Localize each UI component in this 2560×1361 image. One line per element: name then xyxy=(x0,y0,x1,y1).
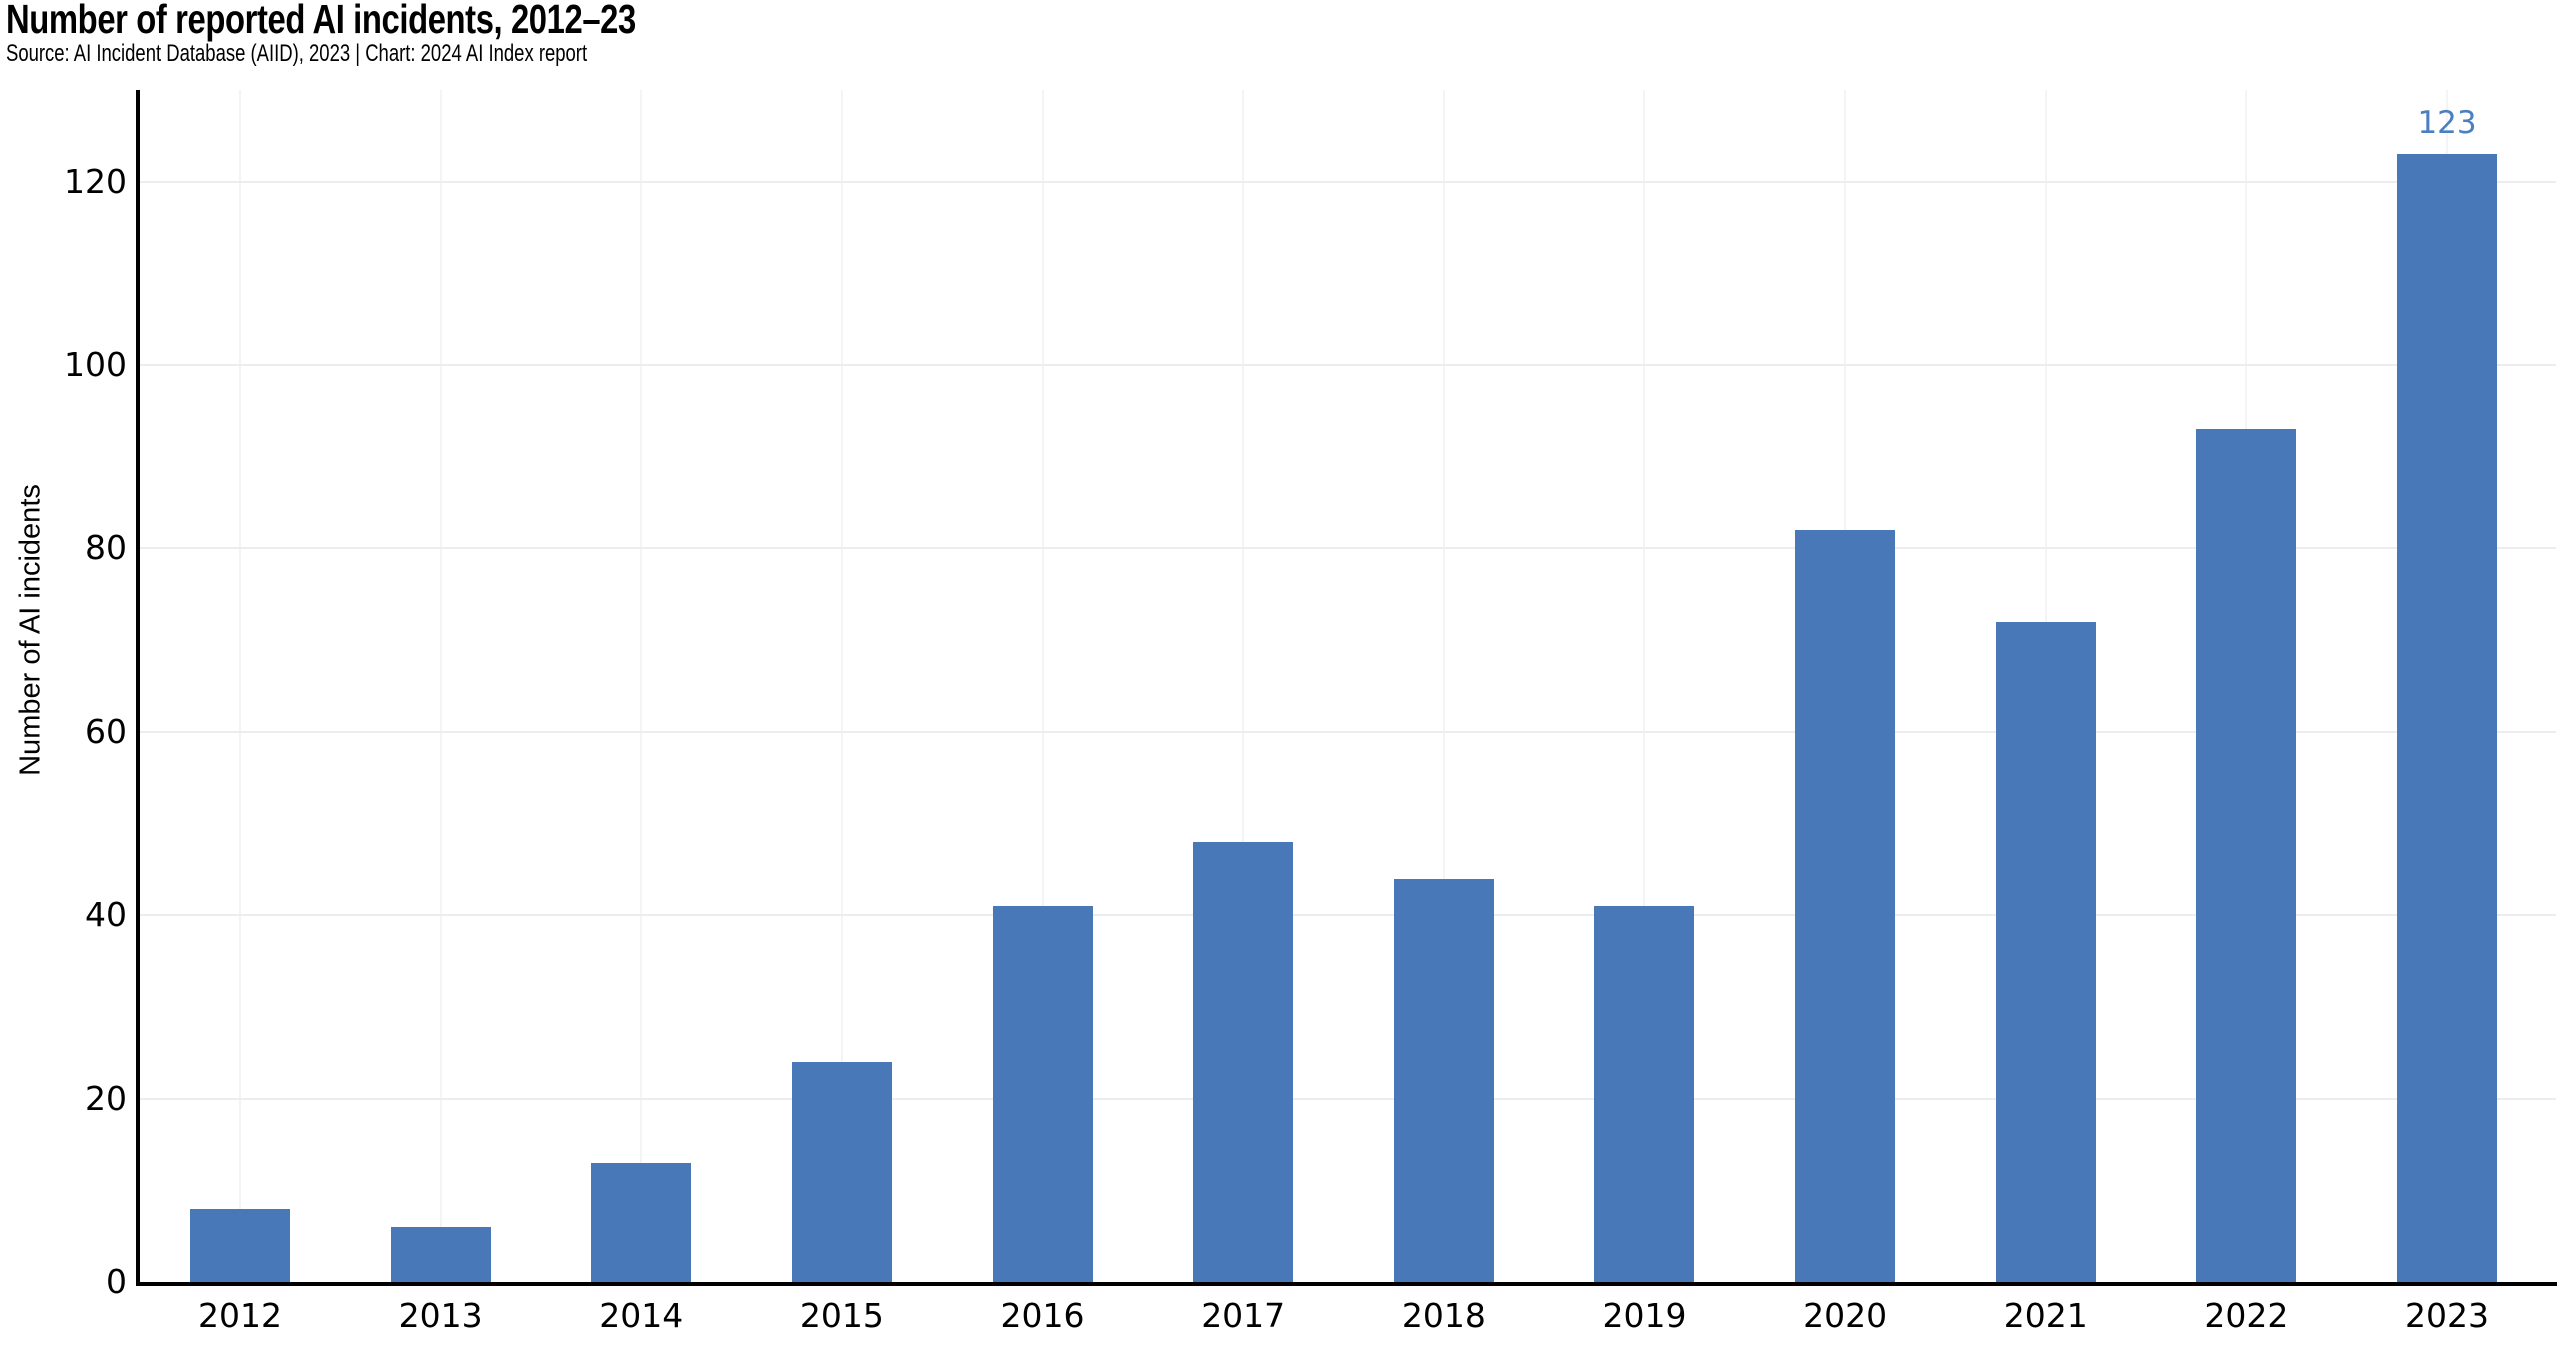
y-tick-label: 100 xyxy=(64,345,127,385)
x-tick-label: 2023 xyxy=(2405,1296,2490,1335)
vertical-gridline xyxy=(840,90,843,1282)
vertical-gridline xyxy=(1442,90,1445,1282)
x-tick-label: 2016 xyxy=(1000,1296,1085,1335)
x-tick-label: 2020 xyxy=(1803,1296,1888,1335)
bar xyxy=(1594,906,1695,1282)
bar xyxy=(1795,530,1896,1282)
y-tick-label: 40 xyxy=(85,895,127,935)
bar xyxy=(390,1226,491,1282)
x-tick-label: 2017 xyxy=(1201,1296,1286,1335)
bar xyxy=(591,1162,692,1282)
horizontal-gridline xyxy=(139,180,2556,183)
x-tick-label: 2019 xyxy=(1602,1296,1687,1335)
vertical-gridline xyxy=(640,90,643,1282)
bar xyxy=(1995,621,2096,1282)
x-tick-label: 2021 xyxy=(2003,1296,2088,1335)
y-tick-label: 60 xyxy=(85,711,127,751)
vertical-gridline xyxy=(1041,90,1044,1282)
x-tick-label: 2012 xyxy=(198,1296,282,1335)
bar xyxy=(1193,841,1294,1282)
y-tick-label: 20 xyxy=(85,1078,127,1118)
bar xyxy=(992,906,1093,1282)
chart-source-line: Source: AI Incident Database (AIID), 202… xyxy=(6,40,588,67)
vertical-gridline xyxy=(439,90,442,1282)
horizontal-gridline xyxy=(139,1097,2556,1100)
horizontal-gridline xyxy=(139,730,2556,733)
bar xyxy=(190,1208,290,1282)
bar-value-label: 123 xyxy=(2417,105,2477,142)
x-tick-label: 2018 xyxy=(1401,1296,1486,1335)
chart-title: Number of reported AI incidents, 2012–23 xyxy=(6,0,636,42)
x-tick-label: 2022 xyxy=(2204,1296,2289,1335)
y-tick-label: 80 xyxy=(85,528,127,568)
y-tick-label: 0 xyxy=(106,1262,127,1301)
horizontal-gridline xyxy=(139,547,2556,550)
horizontal-gridline xyxy=(139,364,2556,367)
bar xyxy=(1393,878,1494,1282)
x-axis-line xyxy=(136,1282,2557,1286)
vertical-gridline xyxy=(1643,90,1646,1282)
vertical-gridline xyxy=(239,90,241,1282)
bar xyxy=(791,1061,892,1282)
x-tick-label: 2015 xyxy=(799,1296,884,1335)
vertical-gridline xyxy=(1242,90,1245,1282)
horizontal-gridline xyxy=(139,914,2556,917)
y-axis-line xyxy=(136,90,140,1286)
x-tick-label: 2013 xyxy=(398,1296,483,1335)
bar xyxy=(2196,429,2297,1282)
bar xyxy=(2397,154,2498,1282)
y-tick-label: 120 xyxy=(64,161,127,201)
x-tick-label: 2014 xyxy=(599,1296,684,1335)
